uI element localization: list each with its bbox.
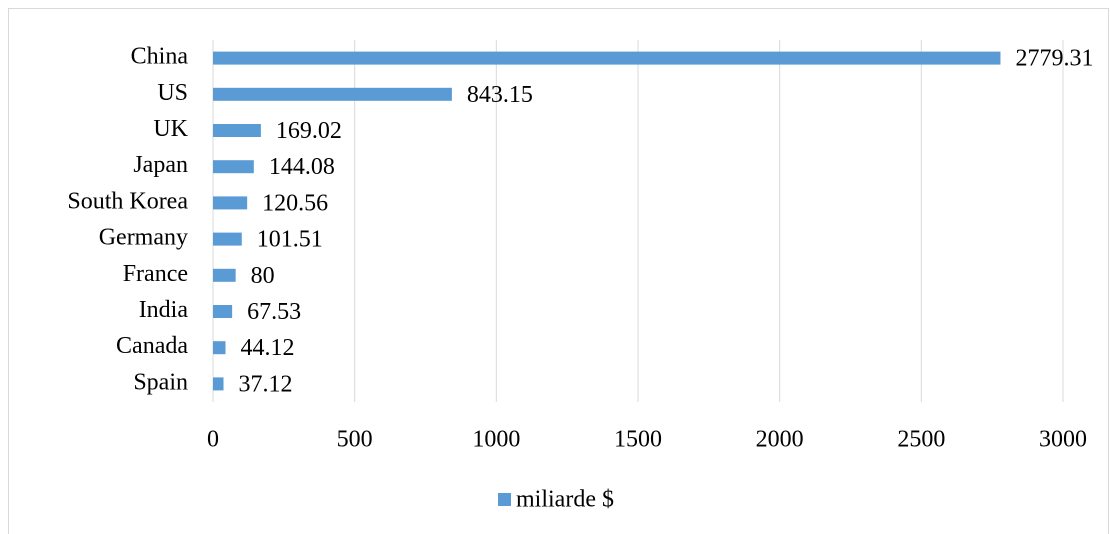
x-tick-label: 1000 bbox=[472, 427, 520, 453]
y-tick-label: UK bbox=[153, 116, 188, 142]
bar bbox=[213, 87, 452, 101]
y-tick-label: South Korea bbox=[67, 188, 188, 214]
bar bbox=[213, 377, 224, 391]
data-label: 2779.31 bbox=[1015, 46, 1093, 72]
bar bbox=[213, 341, 226, 355]
x-tick-label: 1500 bbox=[614, 427, 662, 453]
y-tick-label: US bbox=[157, 80, 188, 106]
data-label: 44.12 bbox=[241, 335, 295, 361]
x-tick-label: 3000 bbox=[1039, 427, 1087, 453]
x-tick-label: 2500 bbox=[897, 427, 945, 453]
bar bbox=[213, 51, 1001, 65]
data-label: 169.02 bbox=[276, 118, 342, 144]
legend-swatch bbox=[498, 493, 511, 506]
data-label: 120.56 bbox=[262, 190, 328, 216]
data-label: 144.08 bbox=[269, 154, 335, 180]
x-tick-label: 2000 bbox=[756, 427, 804, 453]
y-tick-label: India bbox=[139, 297, 189, 323]
legend-label: miliarde $ bbox=[516, 487, 614, 513]
bar bbox=[213, 160, 254, 174]
data-label: 67.53 bbox=[247, 299, 301, 325]
x-tick-label: 0 bbox=[207, 427, 219, 453]
y-tick-label: Japan bbox=[133, 152, 188, 178]
y-tick-label: Germany bbox=[99, 225, 188, 251]
data-label: 80 bbox=[251, 263, 275, 289]
data-label: 843.15 bbox=[467, 82, 533, 108]
data-label: 101.51 bbox=[257, 227, 323, 253]
bar bbox=[213, 305, 233, 318]
bar bbox=[213, 268, 236, 282]
bar bbox=[213, 232, 242, 246]
x-tick-label: 500 bbox=[337, 427, 373, 453]
y-tick-label: China bbox=[131, 44, 189, 70]
y-tick-label: Spain bbox=[133, 369, 188, 395]
y-tick-label: Canada bbox=[116, 333, 188, 359]
chart-frame bbox=[8, 8, 1109, 534]
bar bbox=[213, 124, 261, 137]
y-tick-label: France bbox=[123, 261, 188, 287]
bar bbox=[213, 196, 248, 210]
data-label: 37.12 bbox=[239, 371, 293, 397]
